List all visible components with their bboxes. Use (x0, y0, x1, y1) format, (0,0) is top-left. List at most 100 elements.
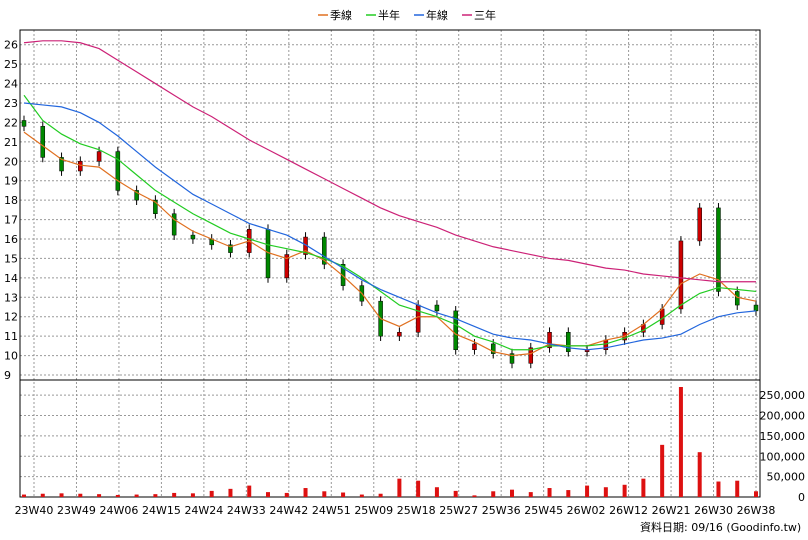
volume-bars (22, 387, 758, 497)
candle-body (734, 291, 740, 306)
candle-body (753, 304, 759, 312)
volume-bar (40, 493, 45, 497)
candle-body (678, 240, 684, 310)
volume-tick-label: 50,000 (767, 471, 806, 484)
price-tick-label: 26 (4, 39, 18, 52)
x-tick-label: 25W18 (397, 504, 436, 517)
price-tick-label: 13 (4, 291, 18, 304)
volume-bar (735, 480, 740, 497)
candle-body (21, 120, 27, 127)
volume-bar (585, 485, 590, 497)
candle-body (415, 304, 421, 333)
volume-bar (434, 487, 439, 497)
candle-body (115, 151, 121, 191)
volume-bar (78, 493, 83, 497)
candle-body (453, 310, 458, 350)
plot-border (19, 29, 761, 498)
x-tick-label: 25W09 (354, 504, 393, 517)
x-tick-label: 23W40 (15, 504, 54, 517)
candle-body (96, 151, 102, 162)
grid (20, 30, 760, 498)
candle-body (59, 157, 64, 172)
volume-bar (641, 478, 646, 497)
candle-body (397, 332, 402, 337)
x-axis-ticks: 23W40 23W49 24W06 24W15 24W24 24W33 24W42 24W51… (15, 504, 776, 517)
candle-body (190, 234, 196, 240)
volume-bar (172, 492, 177, 497)
series-line-2 (23, 102, 757, 351)
volume-bar (359, 494, 364, 497)
price-tick-label: 19 (4, 175, 18, 188)
x-tick-label: 26W30 (694, 504, 733, 517)
candle-body (228, 244, 233, 253)
price-tick-label: 9 (4, 369, 11, 382)
x-tick-label: 25W27 (439, 504, 478, 517)
volume-bar (209, 490, 214, 497)
candle-body (171, 213, 177, 236)
volume-bar (97, 494, 102, 497)
volume-bar (228, 488, 233, 497)
x-tick-label: 26W12 (609, 504, 648, 517)
x-tick-label: 25W45 (524, 504, 563, 517)
price-tick-label: 20 (4, 155, 18, 168)
price-tick-label: 24 (4, 78, 18, 91)
legend-label: 季線 (330, 8, 352, 22)
price-tick-label: 25 (4, 58, 18, 71)
x-tick-label: 24W51 (312, 504, 351, 517)
candle-body (566, 332, 571, 352)
volume-bar (566, 490, 571, 497)
volume-bar (510, 489, 514, 497)
volume-bar (22, 494, 26, 497)
volume-bar (547, 488, 552, 497)
price-axis-ticks: 9 10 11 12 13 14 15 16 17 18 19 20 21 22 23 24 25 26 (4, 39, 18, 382)
x-tick-label: 26W38 (737, 504, 776, 517)
volume-bar (754, 491, 758, 497)
volume-bar (528, 492, 533, 497)
volume-tick-label: 200,000 (760, 410, 806, 423)
price-tick-label: 16 (4, 233, 18, 246)
volume-tick-label: 250,000 (760, 389, 806, 402)
price-tick-label: 21 (4, 136, 18, 149)
candle-body (697, 207, 702, 242)
series-line-1 (23, 94, 757, 351)
candle-body (509, 353, 515, 364)
source-note: 資料日期: 09/16 (Goodinfo.tw) (640, 520, 801, 534)
candle-body (153, 199, 158, 214)
price-tick-label: 11 (4, 330, 18, 343)
x-tick-label: 23W49 (57, 504, 96, 517)
volume-tick-label: 0 (798, 491, 805, 504)
volume-bar (453, 490, 458, 497)
volume-bar (397, 478, 402, 497)
volume-bar (284, 492, 289, 497)
volume-bar (59, 493, 64, 497)
volume-bar (115, 494, 120, 497)
price-tick-label: 17 (4, 214, 18, 227)
volume-tick-label: 150,000 (760, 430, 806, 443)
volume-bar (247, 485, 252, 497)
candle-body (78, 161, 83, 172)
price-tick-label: 23 (4, 97, 18, 110)
volume-bar (190, 493, 195, 497)
candle-body (434, 304, 440, 312)
volume-bar (678, 387, 683, 497)
price-tick-label: 12 (4, 311, 18, 324)
candle-body (490, 343, 496, 354)
candle-body (472, 343, 477, 350)
plot-frame (19, 29, 761, 498)
series-line-3 (23, 40, 756, 283)
legend-label: 年線 (426, 8, 448, 22)
volume-tick-label: 100,000 (760, 450, 806, 463)
price-tick-label: 22 (4, 116, 18, 129)
candle-body (716, 207, 721, 292)
volume-bar (341, 492, 346, 497)
price-tick-label: 15 (4, 252, 18, 265)
price-tick-label: 10 (4, 350, 18, 363)
volume-bar (134, 494, 139, 497)
volume-bar (303, 488, 308, 497)
x-tick-label: 24W06 (100, 504, 139, 517)
price-tick-label: 18 (4, 194, 18, 207)
volume-bar (622, 484, 627, 497)
volume-bar (416, 480, 421, 497)
candle-body (659, 308, 665, 325)
x-tick-label: 24W33 (227, 504, 266, 517)
